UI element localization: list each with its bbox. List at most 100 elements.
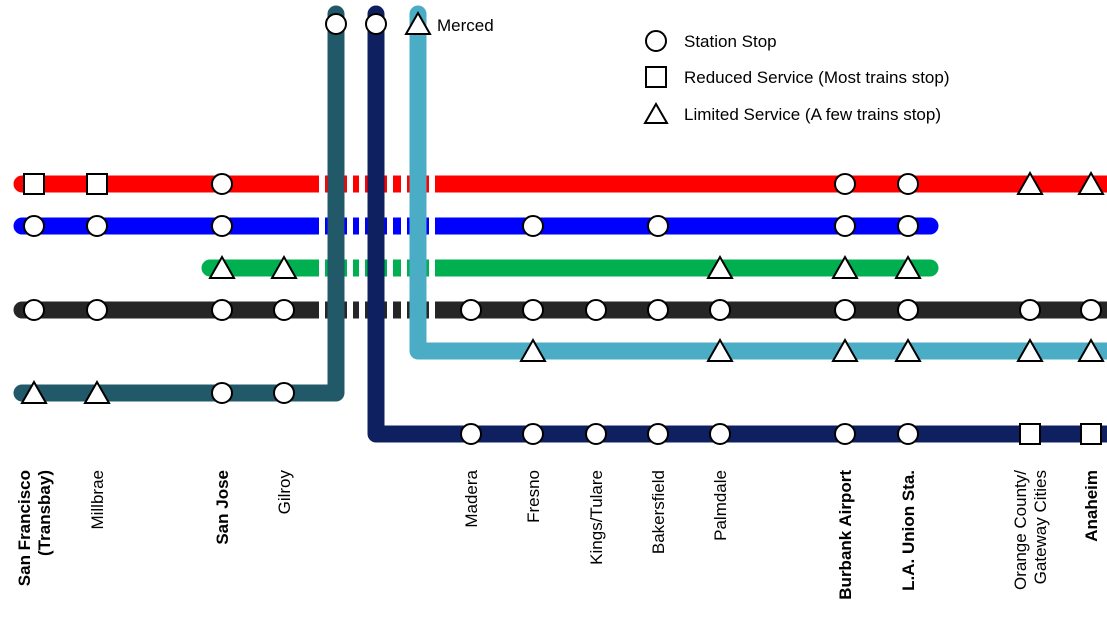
red-crossing-gap	[319, 174, 325, 194]
red-crossing-gap	[401, 174, 407, 194]
black-stop-lau	[897, 299, 919, 321]
red-crossing-gap	[359, 174, 365, 194]
red-stop-burbank	[834, 173, 856, 195]
navy-line	[367, 5, 1107, 443]
station-name: Madera	[462, 469, 481, 527]
station-label-burbank: Burbank Airport	[836, 470, 855, 600]
black-stop-millbrae	[86, 299, 108, 321]
navy-stop-fresno	[522, 423, 544, 445]
merced-label: Merced	[437, 16, 494, 35]
black-crossing-gap	[347, 300, 353, 320]
blue-crossing-gap	[359, 216, 365, 236]
station-label-anaheim: Anaheim	[1082, 470, 1101, 542]
green-stop-palmdale	[706, 254, 734, 279]
red-stop-lau	[897, 173, 919, 195]
station-label-sanjose: San Jose	[213, 470, 232, 545]
lines-layer	[13, 5, 1107, 443]
black-crossing-gap	[387, 300, 393, 320]
station-label-sf: San Francisco (Transbay)	[15, 470, 54, 586]
station-label-orange: Orange County/Gateway Cities	[1011, 470, 1050, 590]
stops-layer	[20, 10, 1105, 445]
black-stop-palmdale	[709, 299, 731, 321]
teal-stop-sanjose	[211, 382, 233, 404]
legend-station-icon	[645, 30, 667, 52]
station-label-millbrae: Millbrae	[88, 470, 107, 530]
navy-stop-kings	[585, 423, 607, 445]
light-blue-stop-merced	[404, 10, 432, 35]
blue-stop-millbrae	[86, 215, 108, 237]
light-blue-stop-burbank	[831, 337, 859, 362]
station-name: Kings/Tulare	[587, 470, 606, 565]
red-crossing-gap	[387, 174, 393, 194]
station-name: Gilroy	[275, 470, 294, 515]
green-crossing-gap	[319, 258, 325, 278]
black-stop-madera	[460, 299, 482, 321]
navy-stop-orange	[1019, 423, 1041, 445]
red-stop-millbrae	[86, 173, 108, 195]
green-crossing-gap	[401, 258, 407, 278]
legend-limited-text: Limited Service (A few trains stop)	[684, 105, 941, 124]
blue-crossing-gap	[401, 216, 407, 236]
red-stop-sanjose	[211, 173, 233, 195]
station-name: Millbrae	[88, 470, 107, 530]
black-stop-orange	[1019, 299, 1041, 321]
teal-stop-sf	[20, 379, 48, 404]
navy-stop-palmdale	[709, 423, 731, 445]
blue-crossing-gap	[319, 216, 325, 236]
blue-stop-burbank	[834, 215, 856, 237]
legend-station-text: Station Stop	[684, 32, 777, 51]
green-stop-lau	[894, 254, 922, 279]
station-name: Anaheim	[1082, 470, 1101, 542]
legend-reduced-icon	[645, 66, 667, 88]
teal-stop-millbrae	[83, 379, 111, 404]
light-blue-stop-orange	[1016, 337, 1044, 362]
red-crossing-gap	[347, 174, 353, 194]
station-labels: San Francisco (Transbay) Millbrae San Jose G…	[15, 469, 1101, 599]
legend-reduced-text: Reduced Service (Most trains stop)	[684, 68, 950, 87]
station-name: San Jose	[213, 470, 232, 545]
blue-crossing-gap	[429, 216, 435, 236]
black-stop-anaheim	[1080, 299, 1102, 321]
navy-stop-merced	[365, 13, 387, 35]
station-label-fresno: Fresno	[524, 470, 543, 523]
blue-stop-bakersfield	[647, 215, 669, 237]
black-stop-gilroy	[273, 299, 295, 321]
navy-stop-bakersfield	[647, 423, 669, 445]
light-blue-line	[409, 5, 1107, 360]
station-name: Gateway Cities	[1031, 470, 1050, 584]
teal-line	[13, 5, 345, 402]
black-crossing-gap	[429, 300, 435, 320]
black-crossing-gap	[359, 300, 365, 320]
blue-crossing-gap	[387, 216, 393, 236]
black-stop-kings	[585, 299, 607, 321]
station-name: San Francisco	[15, 470, 34, 586]
station-name: L.A. Union Sta.	[899, 470, 918, 591]
navy-stop-lau	[897, 423, 919, 445]
green-stop-gilroy	[270, 254, 298, 279]
blue-stop-sanjose	[211, 215, 233, 237]
blue-stop-lau	[897, 215, 919, 237]
station-label-palmdale: Palmdale	[711, 470, 730, 541]
light-blue-stop-anaheim	[1077, 337, 1105, 362]
station-name: Burbank Airport	[836, 470, 855, 600]
blue-stop-sf	[23, 215, 45, 237]
black-stop-fresno	[522, 299, 544, 321]
green-crossing-gap	[359, 258, 365, 278]
station-name: Fresno	[524, 470, 543, 523]
green-crossing-gap	[387, 258, 393, 278]
station-label-lau: L.A. Union Sta.	[899, 470, 918, 591]
black-stop-sanjose	[211, 299, 233, 321]
black-stop-burbank	[834, 299, 856, 321]
light-blue-stop-fresno	[519, 337, 547, 362]
station-label-bakersfield: Bakersfield	[649, 470, 668, 554]
station-label-madera: Madera	[462, 469, 481, 527]
green-crossing-gap	[429, 258, 435, 278]
legend-limited-icon	[643, 102, 669, 124]
station-name: (Transbay)	[35, 470, 54, 556]
station-label-gilroy: Gilroy	[275, 470, 294, 515]
black-crossing-gap	[319, 300, 325, 320]
navy-stop-burbank	[834, 423, 856, 445]
black-stop-bakersfield	[647, 299, 669, 321]
